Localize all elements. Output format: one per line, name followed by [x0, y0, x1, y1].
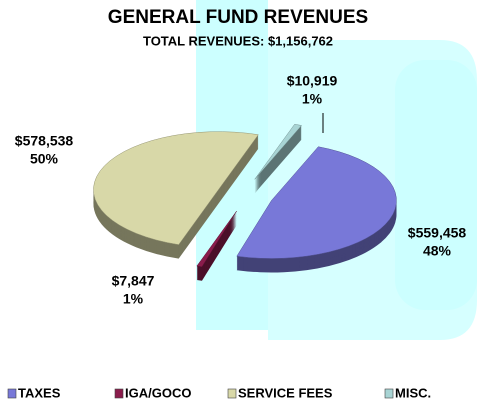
legend-swatch [7, 388, 17, 399]
slice-side [254, 128, 302, 184]
slice-side [254, 131, 302, 187]
chart-title: GENERAL FUND REVENUES [108, 7, 368, 28]
labels: $559,458 48% $7,847 1% $578,538 50% $10,919 1% [15, 73, 467, 307]
slice-side [254, 133, 302, 189]
pie [92, 124, 397, 281]
slice-side [254, 130, 302, 186]
slice [254, 124, 303, 194]
slice-side [254, 138, 302, 194]
slice-side [254, 135, 302, 191]
value-label: $559,458 [408, 225, 467, 241]
legend: TAXES IGA/GOCO SERVICE FEES MISC. [7, 385, 431, 400]
slice [236, 146, 397, 273]
slice [92, 131, 259, 259]
value-label: $10,919 [287, 73, 338, 89]
legend-label: SERVICE FEES [238, 385, 333, 400]
percent-label: 1% [123, 291, 144, 307]
slice-side [254, 126, 302, 182]
slice-side [254, 137, 302, 193]
slice-side [254, 127, 302, 183]
slice-top [254, 124, 303, 180]
legend-swatch [114, 388, 124, 399]
legend-label: MISC. [395, 385, 431, 400]
slice-side [254, 129, 302, 185]
legend-swatch [227, 388, 237, 399]
legend-swatch [384, 388, 394, 399]
percent-label: 1% [302, 91, 323, 107]
legend-label: IGA/GOCO [125, 385, 191, 400]
slice-top [236, 146, 397, 259]
slice-top [196, 210, 237, 268]
slice-side [254, 134, 302, 190]
slice [196, 210, 237, 281]
slice-side [254, 132, 302, 188]
slice-side [254, 136, 302, 192]
chart-subtitle: TOTAL REVENUES: $1,156,762 [143, 33, 333, 48]
value-label: $7,847 [112, 273, 155, 289]
value-label: $578,538 [15, 133, 74, 149]
legend-label: TAXES [18, 385, 61, 400]
slice-top [92, 131, 259, 245]
percent-label: 48% [423, 243, 452, 259]
percent-label: 50% [30, 151, 59, 167]
